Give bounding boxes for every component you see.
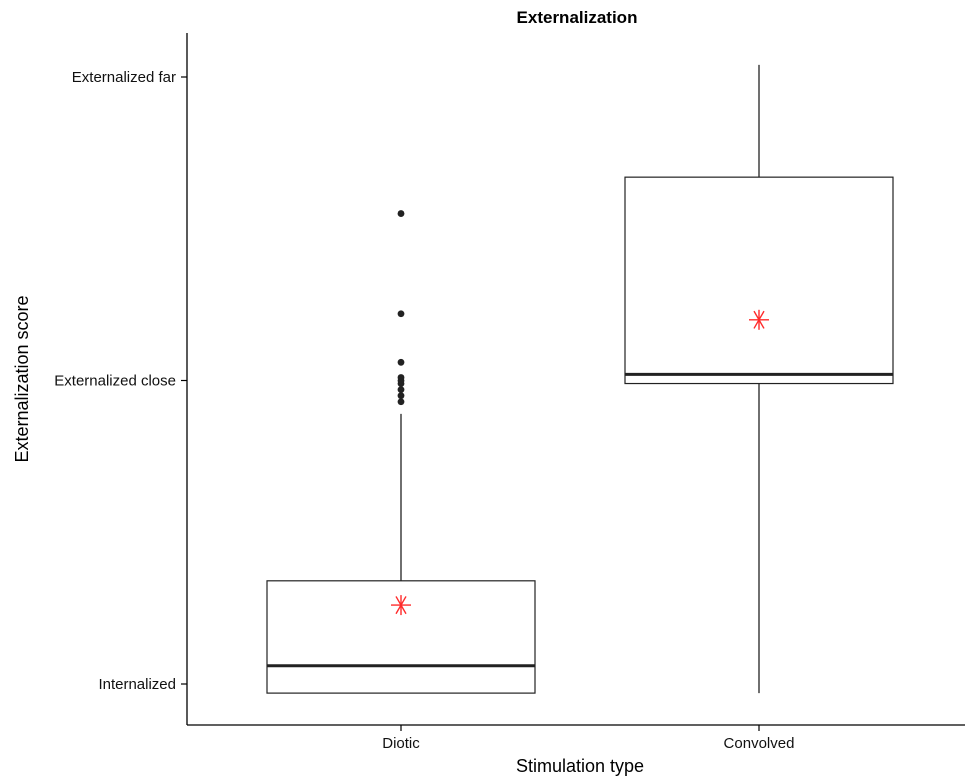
x-tick-label: Diotic [382,735,420,752]
outlier-point [397,386,405,394]
outlier-point [397,374,405,381]
y-axis-ticks: Internalized Externalized close Externaliz… [54,69,187,693]
outlier-point [397,310,405,318]
plot-area [266,64,894,694]
box-iqr [624,176,894,385]
chart-title: Externalization [517,8,638,27]
box-group-diotic [266,210,536,694]
x-axis-ticks: Diotic Convolved [382,725,794,752]
y-tick-label: Externalized close [54,373,176,390]
mean-marker [391,595,411,616]
x-tick-label: Convolved [724,735,795,752]
y-tick-label: Externalized far [72,69,176,86]
outlier-point [397,398,405,406]
outlier-point [397,210,405,217]
box-group-convolved [624,64,894,694]
y-tick-label: Internalized [98,676,176,693]
x-axis-title: Stimulation type [516,756,644,776]
outlier-point [397,392,405,400]
mean-marker [749,309,769,330]
y-axis-title: Externalization score [12,295,32,462]
outlier-point [397,358,405,366]
